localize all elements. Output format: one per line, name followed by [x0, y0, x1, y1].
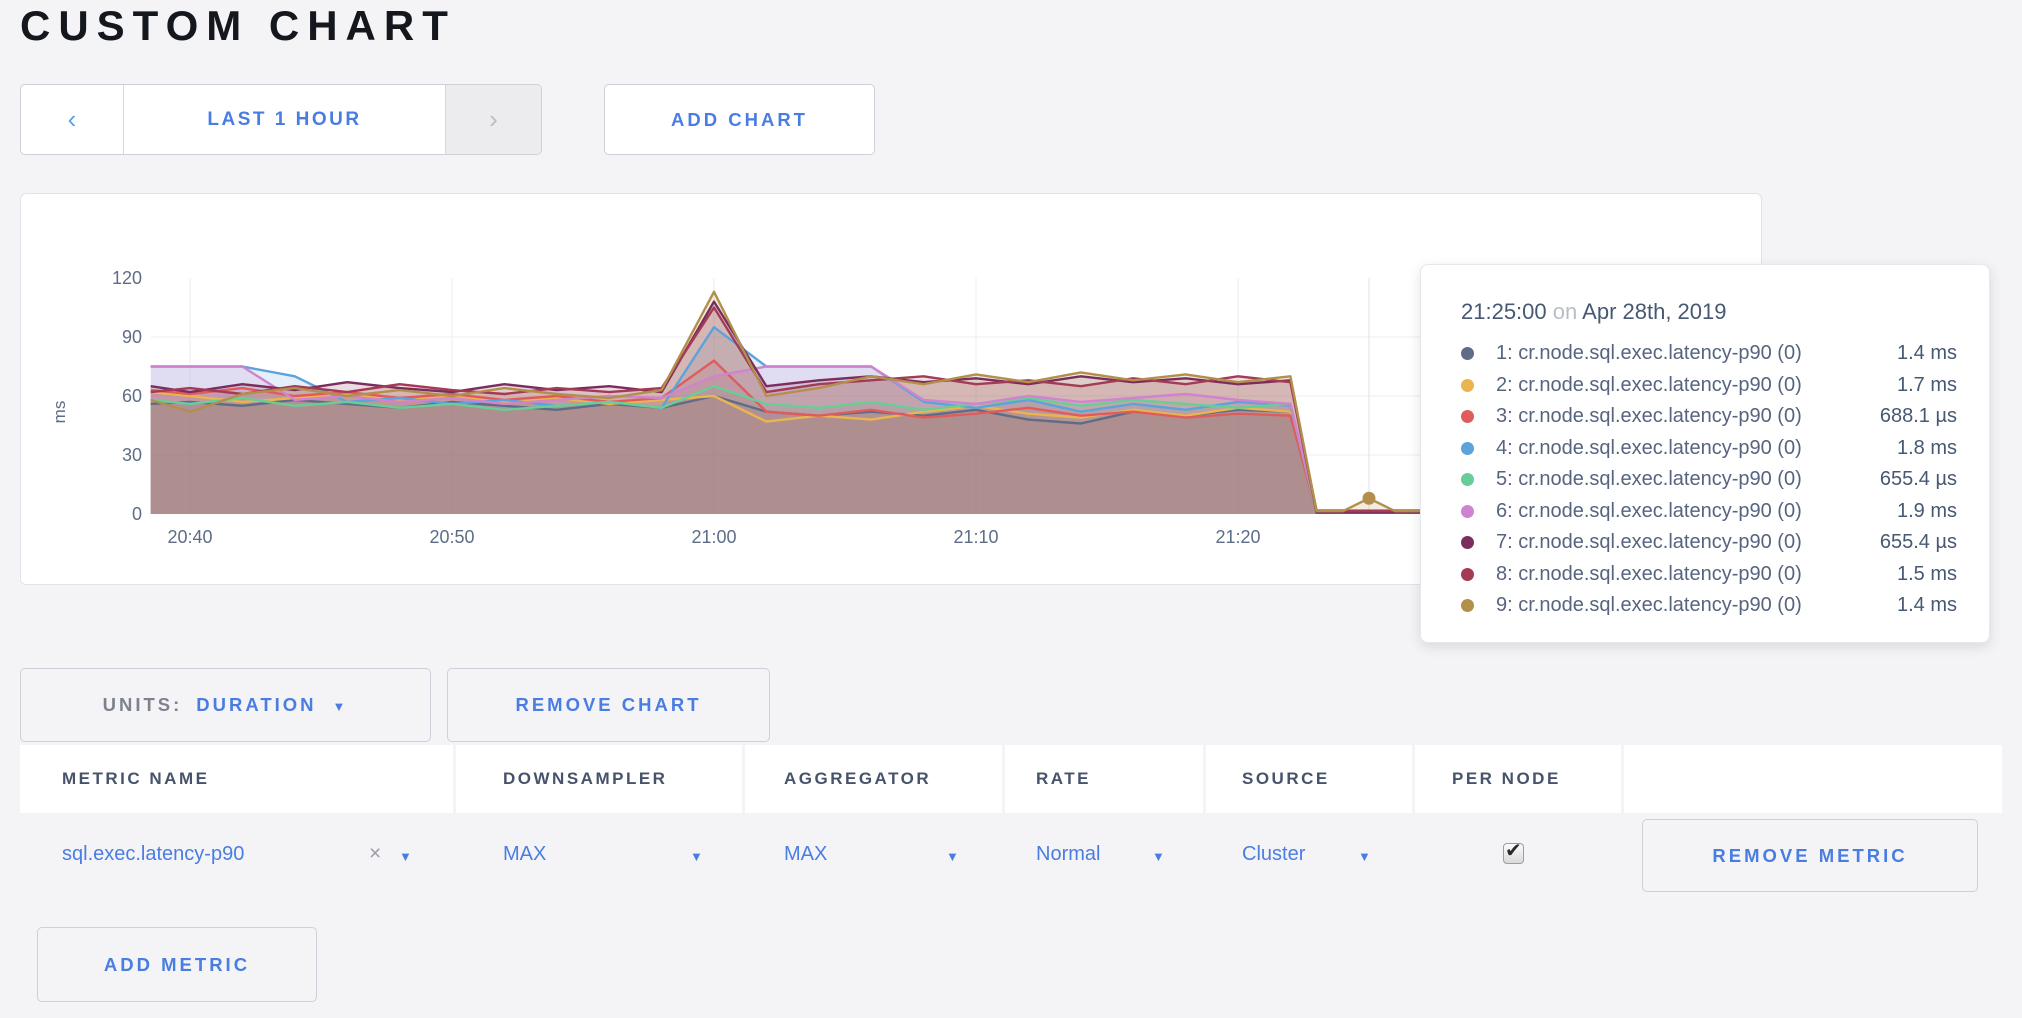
- tooltip-series-row: 2: cr.node.sql.exec.latency-p90 (0) 1.7 …: [1461, 370, 1957, 402]
- tooltip-conjunction: on: [1552, 299, 1578, 324]
- series-value: 1.5 ms: [1896, 562, 1957, 585]
- remove-metric-button[interactable]: REMOVE METRIC: [1642, 819, 1978, 892]
- series-label: 5: cr.node.sql.exec.latency-p90 (0): [1496, 468, 1802, 491]
- series-label: 4: cr.node.sql.exec.latency-p90 (0): [1496, 436, 1802, 459]
- series-label: 7: cr.node.sql.exec.latency-p90 (0): [1496, 531, 1802, 554]
- downsampler-value[interactable]: MAX: [503, 843, 547, 865]
- chevron-right-icon: ›: [489, 104, 498, 134]
- aggregator-value[interactable]: MAX: [784, 843, 828, 865]
- svg-text:30: 30: [122, 445, 142, 465]
- series-label: 6: cr.node.sql.exec.latency-p90 (0): [1496, 499, 1802, 522]
- series-value: 1.4 ms: [1896, 342, 1957, 365]
- chart-card: 0 30 60 90 120 20:40 20:50 21:00 21:10 21:20 ms: [20, 193, 1762, 585]
- col-header-downsampler: DOWNSAMPLER: [456, 745, 742, 813]
- svg-text:21:00: 21:00: [691, 527, 736, 547]
- svg-text:120: 120: [112, 268, 142, 288]
- tooltip-timestamp: 21:25:00 on Apr 28th, 2019: [1461, 299, 1957, 325]
- per-node-checkbox[interactable]: ✔: [1503, 840, 1524, 864]
- series-value: 1.9 ms: [1896, 499, 1957, 522]
- series-color-dot-icon: [1461, 473, 1474, 487]
- rate-value[interactable]: Normal: [1036, 843, 1101, 865]
- tooltip-series-row: 3: cr.node.sql.exec.latency-p90 (0) 688.…: [1461, 401, 1957, 433]
- col-header-rate: RATE: [1005, 745, 1203, 813]
- series-color-dot-icon: [1461, 567, 1474, 581]
- svg-text:20:40: 20:40: [167, 527, 212, 547]
- tooltip-series-row: 1: cr.node.sql.exec.latency-p90 (0) 1.4 …: [1461, 338, 1957, 370]
- col-header-metric-name: METRIC NAME: [20, 745, 453, 813]
- clear-metric-icon[interactable]: ×: [369, 842, 382, 865]
- svg-text:21:10: 21:10: [953, 527, 998, 547]
- time-range-prev-button[interactable]: ‹: [21, 85, 124, 154]
- col-header-actions: [1624, 745, 2002, 813]
- series-color-dot-icon: [1461, 378, 1474, 392]
- svg-text:0: 0: [132, 504, 142, 524]
- series-color-dot-icon: [1461, 441, 1474, 455]
- time-range-label[interactable]: LAST 1 HOUR: [207, 108, 362, 130]
- series-label: 9: cr.node.sql.exec.latency-p90 (0): [1496, 594, 1802, 617]
- units-dropdown[interactable]: UNITS: DURATION ▼: [20, 668, 431, 742]
- svg-text:21:20: 21:20: [1215, 527, 1260, 547]
- time-range-next-button[interactable]: ›: [445, 85, 541, 154]
- tooltip-series-row: 5: cr.node.sql.exec.latency-p90 (0) 655.…: [1461, 464, 1957, 496]
- series-value: 1.8 ms: [1896, 436, 1957, 459]
- remove-chart-button[interactable]: REMOVE CHART: [447, 668, 770, 742]
- tooltip-series-list: 1: cr.node.sql.exec.latency-p90 (0) 1.4 …: [1461, 338, 1957, 622]
- aggregator-caret-icon[interactable]: ▼: [946, 849, 959, 864]
- series-color-dot-icon: [1461, 347, 1474, 361]
- time-range-selector: ‹ LAST 1 HOUR ›: [20, 84, 542, 155]
- series-label: 2: cr.node.sql.exec.latency-p90 (0): [1496, 373, 1802, 396]
- tooltip-series-row: 7: cr.node.sql.exec.latency-p90 (0) 655.…: [1461, 527, 1957, 559]
- svg-text:ms: ms: [50, 401, 69, 424]
- series-value: 655.4 µs: [1879, 468, 1957, 491]
- col-header-per-node: PER NODE: [1415, 745, 1621, 813]
- col-header-source: SOURCE: [1206, 745, 1412, 813]
- series-label: 8: cr.node.sql.exec.latency-p90 (0): [1496, 562, 1802, 585]
- svg-text:20:50: 20:50: [429, 527, 474, 547]
- svg-text:90: 90: [122, 327, 142, 347]
- tooltip-series-row: 8: cr.node.sql.exec.latency-p90 (0) 1.5 …: [1461, 559, 1957, 591]
- series-value: 1.4 ms: [1896, 594, 1957, 617]
- tooltip-time: 21:25:00: [1461, 299, 1547, 324]
- add-chart-button[interactable]: ADD CHART: [604, 84, 875, 155]
- units-value: DURATION: [196, 694, 317, 715]
- series-value: 1.7 ms: [1896, 373, 1957, 396]
- source-caret-icon[interactable]: ▼: [1358, 849, 1371, 864]
- series-color-dot-icon: [1461, 504, 1474, 518]
- series-color-dot-icon: [1461, 599, 1474, 613]
- source-value[interactable]: Cluster: [1242, 843, 1306, 865]
- col-header-aggregator: AGGREGATOR: [745, 745, 1002, 813]
- svg-text:60: 60: [122, 386, 142, 406]
- checkmark-icon: ✔: [1505, 840, 1522, 862]
- series-color-dot-icon: [1461, 536, 1474, 550]
- add-metric-button[interactable]: ADD METRIC: [37, 927, 317, 1002]
- units-label: UNITS:: [102, 694, 183, 715]
- tooltip-series-row: 6: cr.node.sql.exec.latency-p90 (0) 1.9 …: [1461, 496, 1957, 528]
- chart-tooltip: 21:25:00 on Apr 28th, 2019 1: cr.node.sq…: [1420, 264, 1990, 643]
- tooltip-date: Apr 28th, 2019: [1582, 299, 1727, 324]
- chevron-down-icon: ▼: [332, 698, 349, 714]
- rate-caret-icon[interactable]: ▼: [1152, 849, 1165, 864]
- series-value: 688.1 µs: [1879, 405, 1957, 428]
- series-color-dot-icon: [1461, 410, 1474, 424]
- series-label: 1: cr.node.sql.exec.latency-p90 (0): [1496, 342, 1802, 365]
- chevron-left-icon: ‹: [67, 104, 77, 134]
- page-title: CUSTOM CHART: [20, 2, 456, 49]
- downsampler-caret-icon[interactable]: ▼: [690, 849, 703, 864]
- latency-area-chart[interactable]: 0 30 60 90 120 20:40 20:50 21:00 21:10 21:20 ms: [21, 194, 1761, 584]
- series-label: 3: cr.node.sql.exec.latency-p90 (0): [1496, 405, 1802, 428]
- series-value: 655.4 µs: [1879, 531, 1957, 554]
- metric-name-dropdown-caret-icon[interactable]: ▼: [399, 849, 412, 864]
- metric-name-value[interactable]: sql.exec.latency-p90: [62, 843, 245, 865]
- tooltip-series-row: 9: cr.node.sql.exec.latency-p90 (0) 1.4 …: [1461, 590, 1957, 622]
- tooltip-series-row: 4: cr.node.sql.exec.latency-p90 (0) 1.8 …: [1461, 433, 1957, 465]
